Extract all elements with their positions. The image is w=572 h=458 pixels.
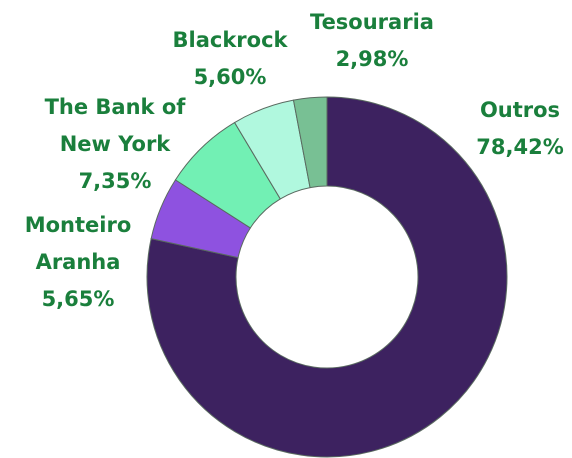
value-label: 2,98%	[335, 47, 409, 71]
slice-label: Monteiro Aranha 5,65%	[13, 207, 143, 318]
value-label: 7,35%	[78, 169, 152, 193]
slice-label: Tesouraria 2,98%	[297, 4, 447, 78]
category-label: Monteiro Aranha	[24, 213, 132, 274]
slice-label: The Bank of New York 7,35%	[25, 89, 205, 200]
category-label: The Bank of New York	[44, 95, 186, 156]
value-label: 78,42%	[476, 135, 564, 159]
category-label: Blackrock	[172, 28, 288, 52]
category-label: Tesouraria	[310, 10, 434, 34]
category-label: Outros	[479, 98, 561, 122]
slice	[292, 96, 328, 189]
slice	[146, 96, 508, 458]
value-label: 5,65%	[41, 287, 115, 311]
slice-label: Outros 78,42%	[460, 92, 572, 166]
slice-label: Blackrock 5,60%	[155, 22, 305, 96]
value-label: 5,60%	[193, 65, 267, 89]
